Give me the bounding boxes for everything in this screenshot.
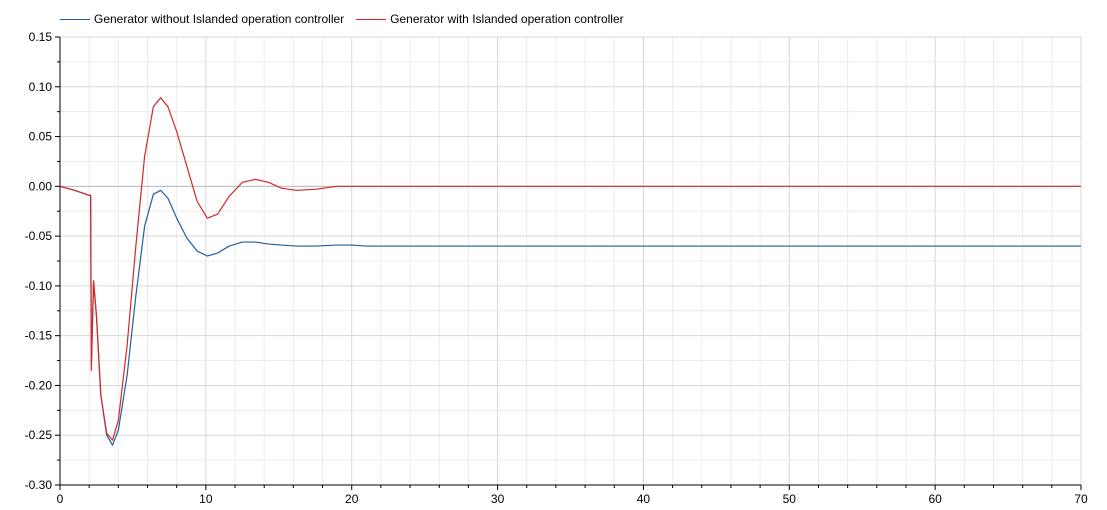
x-tick-label: 50 bbox=[783, 492, 797, 506]
y-tick-label: 0.10 bbox=[29, 80, 53, 94]
y-tick-label: 0.15 bbox=[29, 30, 53, 44]
x-tick-label: 40 bbox=[637, 492, 651, 506]
y-tick-label: 0.05 bbox=[29, 130, 53, 144]
x-tick-label: 0 bbox=[57, 492, 64, 506]
legend-item-with-controller[interactable]: Generator with Islanded operation contro… bbox=[356, 12, 624, 26]
grid bbox=[59, 36, 1082, 486]
y-tick-label: -0.25 bbox=[25, 428, 53, 442]
y-tick-label: -0.30 bbox=[25, 478, 53, 492]
y-tick-label: -0.20 bbox=[25, 378, 53, 392]
legend-swatch-blue bbox=[60, 18, 90, 20]
y-tick-label: -0.05 bbox=[25, 229, 53, 243]
y-tick-label: -0.10 bbox=[25, 279, 53, 293]
x-tick-label: 10 bbox=[199, 492, 213, 506]
x-tick-label: 30 bbox=[491, 492, 505, 506]
axes bbox=[55, 36, 1082, 490]
tick-labels: 0 10 20 30 40 50 60 70 0.15 0.10 0.05 0.00 -0.05 -0.1… bbox=[25, 30, 1088, 506]
y-tick-label: 0.00 bbox=[29, 179, 53, 193]
y-tick-label: -0.15 bbox=[25, 329, 53, 343]
x-tick-label: 60 bbox=[928, 492, 942, 506]
series-lines bbox=[59, 97, 1081, 446]
x-tick-label: 20 bbox=[345, 492, 359, 506]
legend-item-without-controller[interactable]: Generator without Islanded operation con… bbox=[60, 12, 344, 26]
legend-label: Generator without Islanded operation con… bbox=[94, 12, 345, 26]
legend-label: Generator with Islanded operation contro… bbox=[390, 12, 624, 26]
legend: Generator without Islanded operation con… bbox=[60, 10, 636, 28]
legend-swatch-red bbox=[356, 18, 387, 20]
x-tick-label: 70 bbox=[1074, 492, 1088, 506]
series-line-without-controller bbox=[59, 185, 1081, 446]
series-line-with-controller bbox=[59, 97, 1081, 441]
